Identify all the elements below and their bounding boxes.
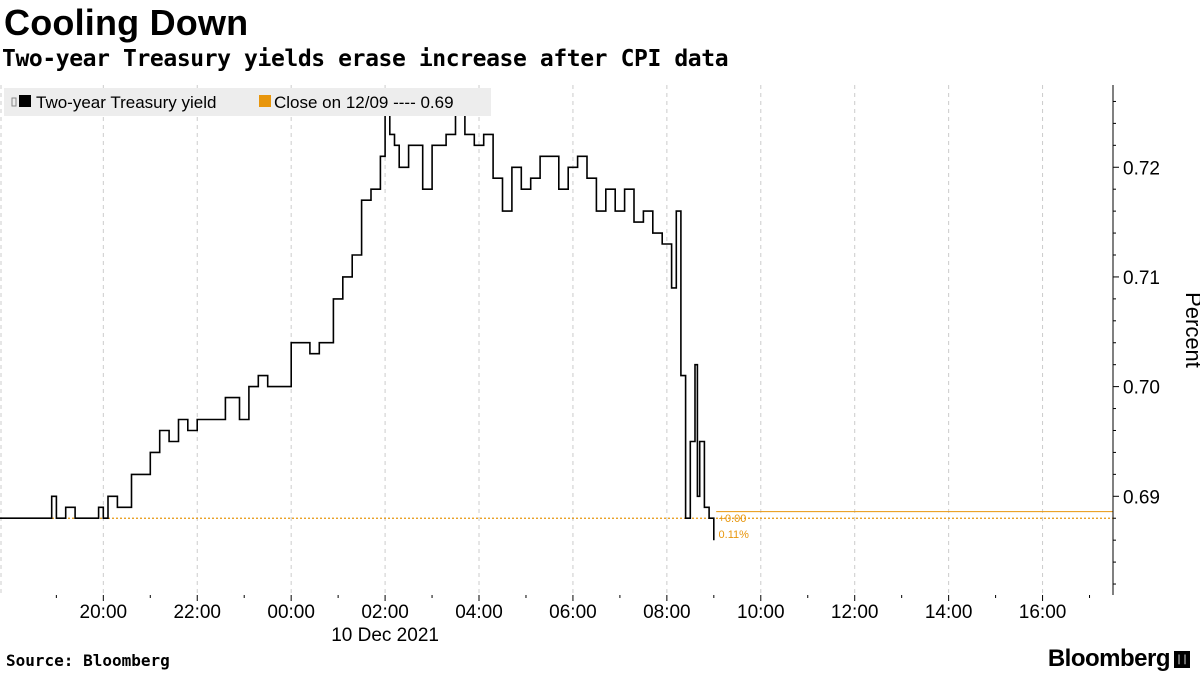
series-line-0 bbox=[0, 111, 715, 541]
y-tick-label: 0.69 bbox=[1123, 487, 1160, 508]
x-tick-label: 04:00 bbox=[455, 602, 503, 623]
x-tick-label: 00:00 bbox=[267, 602, 315, 623]
series-group: +0.00 0.11% bbox=[0, 111, 750, 541]
chart-subtitle: Two-year Treasury yields erase increase … bbox=[2, 46, 729, 72]
chart-title: Cooling Down bbox=[4, 2, 249, 43]
x-tick-label: 12:00 bbox=[831, 602, 879, 623]
x-tick-label: 06:00 bbox=[549, 602, 597, 623]
chart-axes: 20:00 22:00 00:00 02:00 04:00 06:00 08:00 10:00… bbox=[55, 85, 1200, 646]
x-tick-label: 14:00 bbox=[925, 602, 973, 623]
x-date-label: 10 Dec 2021 bbox=[331, 625, 439, 646]
x-tick-label: 08:00 bbox=[643, 602, 691, 623]
legend-background bbox=[4, 88, 491, 116]
legend-label-close: Close on 12/09 ---- 0.69 bbox=[274, 93, 454, 112]
x-tick-label: 16:00 bbox=[1019, 602, 1067, 623]
x-tick-label: 22:00 bbox=[173, 602, 221, 623]
x-tick-label: 02:00 bbox=[361, 602, 409, 623]
brand-mark-icon: || bbox=[1174, 651, 1190, 668]
change-annotation: +0.00 bbox=[719, 513, 747, 525]
chart-legend: Two-year Treasury yield Close on 12/09 --… bbox=[4, 88, 491, 116]
y-axis-label: Percent bbox=[1181, 292, 1200, 368]
legend-handle-icon bbox=[11, 97, 17, 107]
legend-label-series: Two-year Treasury yield bbox=[36, 93, 216, 112]
y-tick-label: 0.70 bbox=[1123, 378, 1160, 399]
y-tick-label: 0.72 bbox=[1123, 158, 1160, 179]
x-tick-label: 10:00 bbox=[737, 602, 785, 623]
x-tick-label: 20:00 bbox=[80, 602, 128, 623]
y-tick-label: 0.71 bbox=[1123, 268, 1160, 289]
legend-swatch-close bbox=[259, 95, 271, 107]
change-pct-annotation: 0.11% bbox=[719, 529, 750, 541]
close-reference-line bbox=[0, 511, 1113, 519]
source-note: Source: Bloomberg bbox=[6, 651, 170, 670]
legend-swatch-series bbox=[19, 95, 31, 107]
brand-logo: Bloomberg bbox=[1047, 645, 1171, 672]
